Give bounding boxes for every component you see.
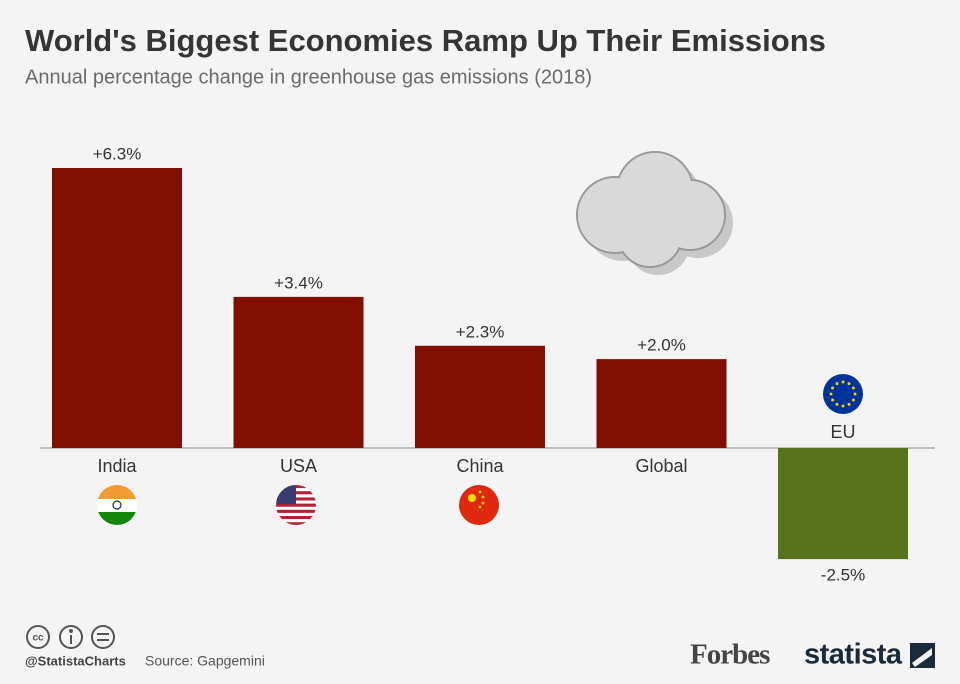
flag-eu <box>823 374 863 414</box>
brand-statista: statista <box>804 639 903 671</box>
bar <box>415 345 545 448</box>
flag-usa <box>276 485 316 525</box>
chart-title: World's Biggest Economies Ramp Up Their … <box>25 23 826 58</box>
flag-china <box>459 485 499 525</box>
handle: @StatistaCharts <box>25 653 126 668</box>
brand-forbes: Forbes <box>690 639 770 671</box>
bar <box>52 168 182 448</box>
cc-icons: cc <box>26 625 115 649</box>
value-label: -2.5% <box>821 566 865 585</box>
category-label: EU <box>830 422 855 442</box>
category-label: India <box>97 456 137 476</box>
cloud-icon <box>576 151 733 275</box>
value-label: +3.4% <box>274 273 323 292</box>
category-label: USA <box>280 456 317 476</box>
statista-logo <box>910 643 935 668</box>
flag-india <box>97 485 137 525</box>
source: Source: Gapgemini <box>145 653 265 669</box>
chart-subtitle: Annual percentage change in greenhouse g… <box>25 66 592 88</box>
bar <box>233 296 364 448</box>
svg-text:cc: cc <box>32 633 44 644</box>
category-label: Global <box>635 456 687 476</box>
bar <box>778 448 908 560</box>
bar <box>596 359 727 448</box>
value-label: +2.3% <box>456 322 505 341</box>
category-label: China <box>456 456 504 476</box>
value-label: +6.3% <box>93 144 142 163</box>
value-label: +2.0% <box>637 336 686 355</box>
